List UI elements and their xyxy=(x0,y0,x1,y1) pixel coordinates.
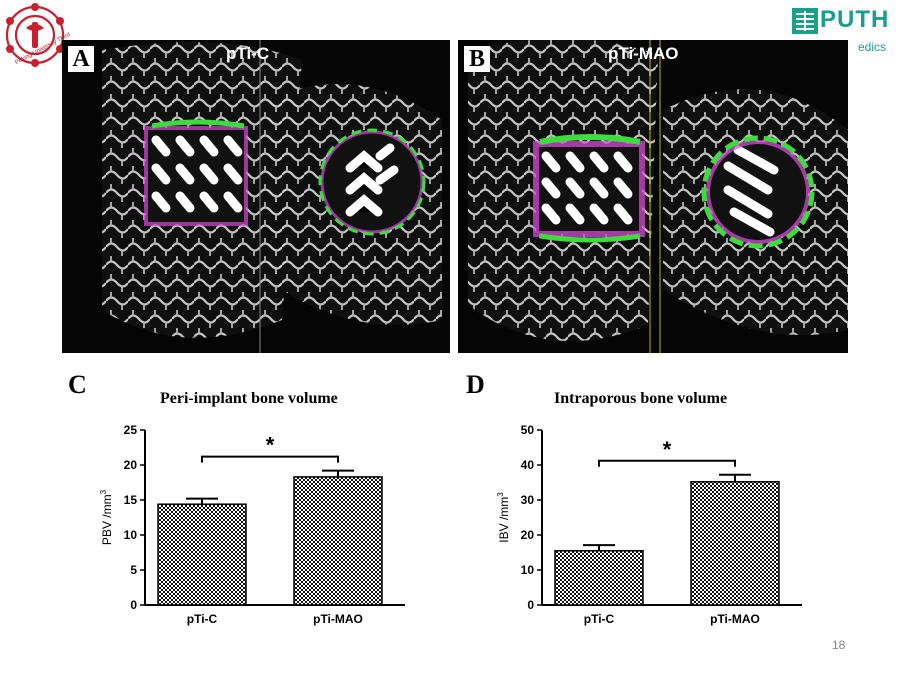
chart-c-label: C xyxy=(68,370,87,399)
chart-d-label: D xyxy=(466,370,485,399)
chart-c-plot: 0 5 10 15 20 25 PBV /mm3 pTi-C pTi-MAO * xyxy=(99,423,405,626)
bar xyxy=(690,481,780,606)
y-tick-label: 10 xyxy=(124,528,138,542)
bar xyxy=(293,476,383,606)
panel-b-title: pTi-MAO xyxy=(608,44,679,63)
panel-b-label: B xyxy=(464,46,490,72)
y-tick-label: 10 xyxy=(521,563,535,577)
chart-c: 0 5 10 15 20 25 PBV /mm3 pTi-C pTi-MAO * xyxy=(95,415,425,635)
y-tick-label: 0 xyxy=(527,598,534,612)
puth-logo-icon xyxy=(792,8,818,34)
y-tick-label: 30 xyxy=(521,493,535,507)
y-tick-label: 50 xyxy=(521,423,535,437)
y-tick-label: 5 xyxy=(130,563,137,577)
chart-d-plot: 0 10 20 30 40 50 IBV /mm3 pTi-C pTi-MAO * xyxy=(496,423,802,626)
puth-subtitle: edics xyxy=(858,40,887,54)
significance-bracket xyxy=(598,459,736,467)
chart-d-title: Intraporous bone volume xyxy=(554,390,728,407)
significance-star: * xyxy=(266,433,275,458)
university-seal-logo: Peking University Third xyxy=(4,2,71,94)
x-tick-label: pTi-C xyxy=(187,612,218,626)
y-tick-label: 20 xyxy=(521,528,535,542)
significance-bracket xyxy=(201,455,339,463)
significance-star: * xyxy=(663,437,672,462)
x-tick-label: pTi-MAO xyxy=(710,612,760,626)
y-tick-label: 0 xyxy=(130,598,137,612)
chart-c-title: Peri-implant bone volume xyxy=(160,390,338,407)
micro-ct-image-b xyxy=(468,40,848,353)
bar xyxy=(157,503,247,606)
micro-ct-panel-a: A pTi-C xyxy=(62,40,450,353)
university-seal-icon xyxy=(5,3,65,67)
bar xyxy=(554,550,644,606)
panel-a-label: A xyxy=(68,46,94,72)
y-tick-label: 25 xyxy=(124,423,138,437)
chart-d: 0 10 20 30 40 50 IBV /mm3 pTi-C pTi-MAO * xyxy=(492,415,822,635)
x-tick-label: pTi-MAO xyxy=(313,612,363,626)
micro-ct-image-a xyxy=(102,40,442,353)
x-tick-label: pTi-C xyxy=(584,612,615,626)
puth-name: PUTH xyxy=(820,6,890,33)
page-number: 18 xyxy=(832,638,846,652)
y-tick-label: 40 xyxy=(521,458,535,472)
y-tick-label: 15 xyxy=(124,493,138,507)
y-axis-label: IBV /mm3 xyxy=(496,492,511,543)
y-axis-label: PBV /mm3 xyxy=(99,489,114,545)
y-tick-label: 20 xyxy=(124,458,138,472)
puth-logo: PUTH edics xyxy=(792,6,898,56)
micro-ct-panel-b: B pTi-MAO xyxy=(458,40,848,353)
panel-a-title: pTi-C xyxy=(226,44,270,63)
